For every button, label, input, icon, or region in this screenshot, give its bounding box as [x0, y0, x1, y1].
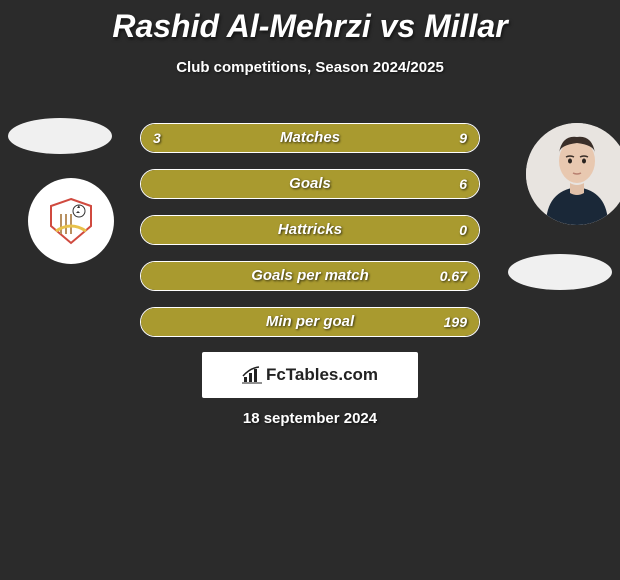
source-logo: FcTables.com	[202, 352, 418, 398]
stat-value-right: 9	[459, 124, 467, 152]
stat-value-left: 3	[153, 124, 161, 152]
player-left-badge-ellipse	[8, 118, 112, 154]
comparison-title: Rashid Al-Mehrzi vs Millar	[0, 0, 620, 45]
stat-value-right: 0	[459, 216, 467, 244]
stat-row: Hattricks0	[140, 215, 480, 245]
stat-label: Goals per match	[141, 262, 479, 290]
stat-row: Goals per match0.67	[140, 261, 480, 291]
stat-label: Hattricks	[141, 216, 479, 244]
club-badge-icon	[46, 196, 96, 246]
stat-label: Goals	[141, 170, 479, 198]
stat-label: Matches	[141, 124, 479, 152]
stat-row: Matches3 9	[140, 123, 480, 153]
stat-row: Min per goal199	[140, 307, 480, 337]
player-left-club-badge	[28, 178, 114, 264]
comparison-date: 18 september 2024	[0, 410, 620, 427]
comparison-subtitle: Club competitions, Season 2024/2025	[0, 59, 620, 76]
source-logo-text: FcTables.com	[266, 365, 378, 385]
bar-chart-icon	[242, 366, 262, 384]
stats-comparison-area: Matches3 9 Goals6 Hattricks0 Goals per match…	[140, 123, 480, 353]
stat-value-right: 199	[444, 308, 467, 336]
stat-value-right: 6	[459, 170, 467, 198]
stat-label: Min per goal	[141, 308, 479, 336]
player-right-photo	[526, 123, 620, 225]
stat-row: Goals6	[140, 169, 480, 199]
player-right-badge-ellipse	[508, 254, 612, 290]
stat-value-right: 0.67	[440, 262, 467, 290]
